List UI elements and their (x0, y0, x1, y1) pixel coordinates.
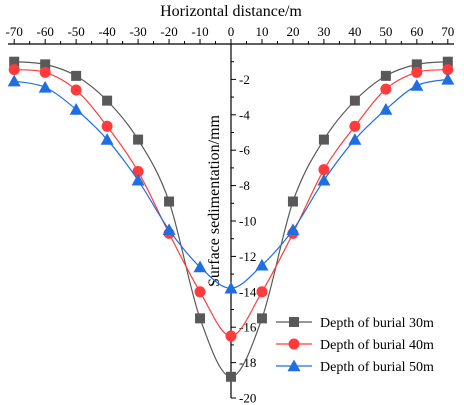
legend-label: Depth of burial 40m (320, 338, 434, 353)
data-point (349, 120, 361, 132)
data-point (225, 330, 237, 342)
y-tick-label: -6 (239, 143, 250, 158)
data-point (348, 133, 362, 145)
x-tick-label: -30 (129, 24, 146, 39)
x-tick-label: -10 (191, 24, 208, 39)
x-tick-label: -60 (36, 24, 53, 39)
data-point (411, 66, 423, 78)
data-point (442, 56, 453, 67)
data-point (8, 64, 20, 76)
legend-marker (288, 338, 300, 350)
x-tick-label: 60 (410, 24, 423, 39)
y-tick-label: -2 (239, 72, 250, 87)
data-point (410, 79, 424, 91)
data-point (132, 165, 144, 177)
x-tick-label: 0 (228, 24, 235, 39)
data-point (69, 102, 83, 115)
series-3 (7, 72, 455, 294)
data-point (133, 134, 144, 145)
data-point (39, 66, 51, 78)
y-tick-label: -10 (239, 214, 256, 229)
data-point (349, 95, 360, 106)
y-tick-label: -20 (239, 391, 256, 405)
data-point (70, 84, 82, 96)
x-axis-title: Horizontal distance/m (160, 3, 302, 20)
data-point (71, 70, 82, 81)
x-tick-label: 20 (286, 24, 299, 39)
data-point (100, 133, 114, 145)
data-point (318, 134, 329, 145)
y-tick-label: -18 (239, 355, 256, 370)
data-point (441, 72, 455, 85)
data-point (224, 281, 238, 294)
data-point (286, 223, 300, 236)
legend-entry: Depth of burial 30m (276, 316, 434, 331)
legend-marker (287, 359, 301, 372)
y-tick-label: -12 (239, 249, 256, 264)
data-point (411, 59, 422, 70)
legend-label: Depth of burial 50m (320, 360, 434, 375)
x-tick-label: 50 (379, 24, 392, 39)
x-tick-label: 70 (441, 24, 454, 39)
data-point (193, 260, 207, 273)
y-axis-title: Surface sedimentation/mm (206, 114, 223, 287)
data-point (9, 56, 20, 67)
data-point (256, 313, 267, 324)
series-layer (7, 56, 455, 382)
y-tick-label: -16 (239, 320, 257, 335)
legend-marker (289, 317, 299, 327)
data-point (162, 223, 176, 236)
data-point (102, 95, 113, 106)
axes: -70 -60 -50 -40 -30 -20 -10 0 10 20 30 40 50 60 70 -2 -4… (6, 24, 455, 405)
data-point (380, 83, 392, 95)
data-point (442, 64, 454, 76)
x-tick-label: -40 (98, 24, 115, 39)
legend-entry: Depth of burial 50m (276, 359, 434, 375)
y-tick-label: -14 (239, 284, 257, 299)
data-point (101, 120, 113, 132)
legend-entry: Depth of burial 40m (276, 338, 434, 353)
data-point (195, 313, 206, 324)
x-tick-label: 40 (348, 24, 361, 39)
data-point (318, 164, 330, 176)
x-tick-label: -20 (160, 24, 177, 39)
legend: Depth of burial 30m Depth of burial 40m De… (276, 316, 434, 375)
data-point (40, 59, 51, 70)
y-tick-label: -4 (239, 107, 250, 122)
data-point (255, 258, 269, 271)
data-point (256, 286, 268, 298)
data-point (131, 173, 145, 186)
x-tick-label: 30 (317, 24, 330, 39)
data-point (379, 102, 393, 115)
data-point (194, 286, 206, 298)
series-1 (9, 56, 453, 382)
data-point (287, 196, 298, 207)
data-point (380, 70, 391, 81)
data-point (317, 173, 331, 186)
data-point (226, 371, 236, 382)
x-tick-label: -70 (6, 24, 23, 39)
data-point (164, 196, 175, 207)
x-tick-label: -50 (67, 24, 84, 39)
data-point (7, 74, 21, 87)
legend-label: Depth of burial 30m (320, 316, 434, 331)
x-tick-label: 10 (255, 24, 268, 39)
data-point (38, 80, 52, 93)
y-tick-label: -8 (239, 178, 250, 193)
